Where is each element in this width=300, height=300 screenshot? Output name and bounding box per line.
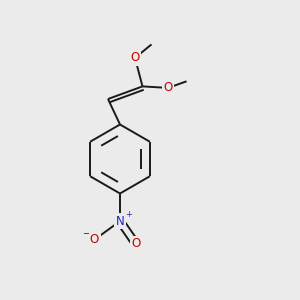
- Text: O: O: [131, 237, 140, 250]
- Text: O: O: [164, 81, 172, 94]
- Text: N: N: [116, 214, 124, 228]
- Text: +: +: [125, 210, 132, 219]
- Text: O: O: [130, 51, 140, 64]
- Text: −: −: [82, 229, 90, 238]
- Text: O: O: [90, 233, 99, 246]
